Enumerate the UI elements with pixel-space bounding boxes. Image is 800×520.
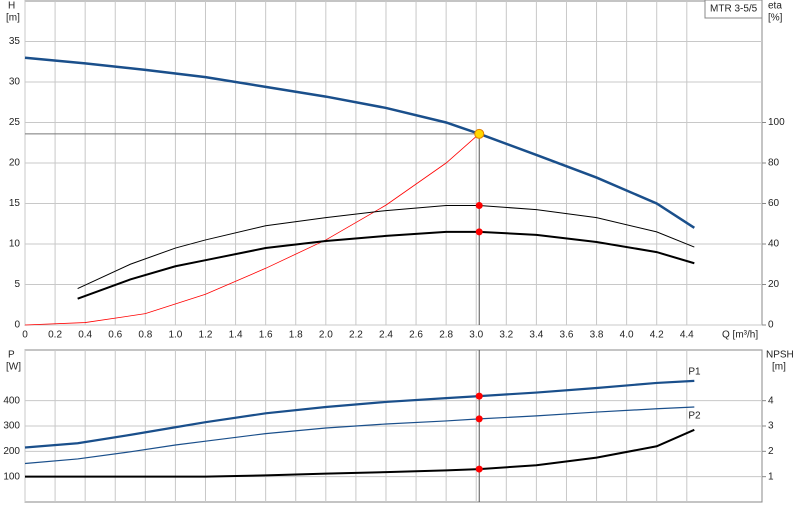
- y-tick-label: 20: [9, 158, 21, 169]
- series-line: [24, 406, 695, 465]
- x-tick-label: 4.0: [620, 330, 634, 341]
- duty-marker: [475, 202, 483, 210]
- x-tick-label: 3.2: [499, 330, 513, 341]
- x-tick-label: 1.8: [289, 330, 303, 341]
- x-tick-label: 2.4: [379, 330, 393, 341]
- x-tick-label: 0.4: [78, 330, 92, 341]
- x-tick-label: 1.4: [229, 330, 243, 341]
- y-tick-label: 25: [9, 117, 21, 128]
- x-tick-label: 2.6: [409, 330, 423, 341]
- y-axis-label: H: [8, 1, 15, 12]
- legend-text: MTR 3-5/5: [710, 4, 758, 15]
- y-tick-label: 35: [9, 36, 21, 47]
- y2-tick-label: 3: [768, 421, 774, 432]
- y2-tick-label: 4: [768, 395, 774, 406]
- x-tick-label: 0.6: [108, 330, 122, 341]
- x-tick-label: 2.8: [439, 330, 453, 341]
- y2-tick-label: 20: [768, 279, 780, 290]
- y-tick-label: 5: [14, 279, 20, 290]
- series-label: P1: [688, 367, 701, 378]
- series-line: [24, 133, 480, 326]
- y2-tick-label: 2: [768, 446, 774, 457]
- y2-tick-label: 80: [768, 158, 780, 169]
- y2-tick-label: 1: [768, 471, 774, 482]
- x-tick-label: 3.0: [469, 330, 483, 341]
- y-tick-label: 10: [9, 239, 21, 250]
- x-tick-label: 4.2: [650, 330, 664, 341]
- duty-point: [474, 128, 485, 139]
- series-line: [77, 205, 695, 290]
- y-tick-label: 300: [3, 421, 20, 432]
- y2-axis-label: NPSH: [766, 350, 794, 361]
- x-tick-label: 1.0: [168, 330, 182, 341]
- y-tick-label: 30: [9, 77, 21, 88]
- x-tick-label: 3.6: [560, 330, 574, 341]
- x-tick-label: 3.4: [529, 330, 543, 341]
- series-line: [24, 56, 695, 229]
- series-label: P2: [688, 411, 701, 422]
- x-tick-label: 1.2: [199, 330, 213, 341]
- y2-tick-label: 100: [768, 117, 785, 128]
- y-tick-label: 100: [3, 471, 20, 482]
- y2-tick-label: 60: [768, 198, 780, 209]
- x-tick-label: 2.0: [319, 330, 333, 341]
- y2-tick-label: 40: [768, 239, 780, 250]
- x-tick-label: 1.6: [259, 330, 273, 341]
- x-tick-label: 0: [22, 330, 28, 341]
- y-tick-label: 0: [14, 320, 20, 331]
- x-axis-label: Q [m³/h]: [722, 330, 758, 341]
- duty-marker: [475, 415, 483, 423]
- x-tick-label: 2.2: [349, 330, 363, 341]
- x-tick-label: 0.8: [138, 330, 152, 341]
- y-axis-unit: [W]: [6, 362, 21, 373]
- x-tick-label: 3.8: [590, 330, 604, 341]
- y-axis-label: P: [8, 350, 15, 361]
- y2-tick-label: 0: [768, 320, 774, 331]
- y-tick-label: 400: [3, 395, 20, 406]
- y-axis-unit: [m]: [6, 13, 20, 24]
- y2-axis-unit: [m]: [772, 362, 786, 373]
- series-line: [77, 230, 695, 300]
- series-line: [24, 379, 695, 449]
- y-tick-label: 200: [3, 446, 20, 457]
- y2-axis-unit: [%]: [768, 13, 783, 24]
- duty-marker: [475, 228, 483, 236]
- y2-axis-label: eta: [768, 1, 782, 12]
- duty-marker: [475, 465, 483, 473]
- x-tick-label: 0.2: [48, 330, 62, 341]
- x-tick-label: 4.4: [680, 330, 694, 341]
- y-tick-label: 15: [9, 198, 21, 209]
- duty-marker: [475, 392, 483, 400]
- series-line: [25, 428, 695, 478]
- legend-box: [704, 0, 763, 19]
